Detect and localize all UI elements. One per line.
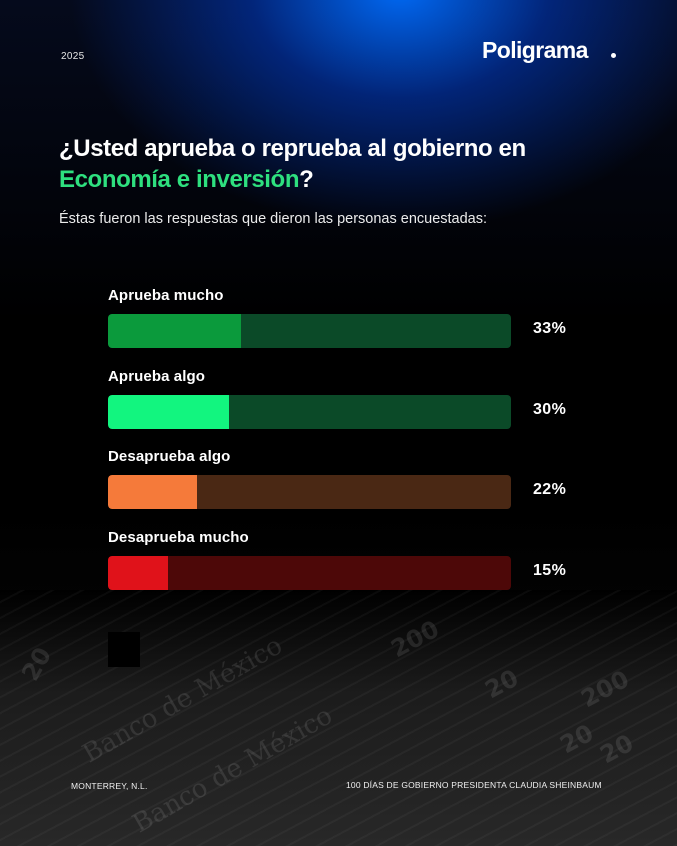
- question-text: ¿Usted aprueba o reprueba al gobierno en: [59, 135, 526, 162]
- bar-track: [108, 314, 511, 348]
- question-mark: ?: [299, 166, 314, 193]
- bar-value-label: 33%: [533, 320, 567, 337]
- decorative-square: [108, 632, 140, 667]
- brand-logo: Poligrama: [482, 37, 588, 63]
- banknote-number: 20: [16, 642, 58, 686]
- bar-fill: [108, 556, 168, 591]
- bar-fill: [108, 475, 197, 510]
- bar-label: Desaprueba algo: [108, 448, 231, 466]
- bar-track: [108, 394, 511, 429]
- banknote-number: 200: [576, 664, 634, 714]
- bar-label: Desaprueba mucho: [108, 529, 249, 547]
- bar-fill: [108, 394, 229, 429]
- subtitle: Éstas fueron las respuestas que dieron l…: [59, 211, 488, 227]
- campaign-label: 100 DÍAS DE GOBIERNO PRESIDENTA CLAUDIA …: [346, 780, 602, 790]
- bar-track: [108, 556, 511, 591]
- brand-dot: [611, 53, 616, 58]
- location-label: MONTERREY, N.L.: [71, 781, 148, 791]
- bar-label: Aprueba mucho: [108, 287, 224, 304]
- bar-fill: [108, 314, 241, 348]
- bar-label: Aprueba algo: [108, 367, 206, 385]
- banknote-number: 20: [595, 728, 639, 770]
- bar-track: [108, 475, 511, 510]
- question-highlight: Economía e inversión: [59, 166, 300, 193]
- bar-value-label: 30%: [533, 400, 567, 418]
- banknote-number: 20: [555, 718, 599, 760]
- year-label: 2025: [61, 51, 85, 62]
- question-title: ¿Usted aprueba o reprueba al gobierno en…: [59, 133, 639, 195]
- bar-value-label: 22%: [533, 481, 567, 499]
- banknote-number: 200: [386, 614, 444, 664]
- bar-value-label: 15%: [533, 562, 567, 580]
- banknote-number: 20: [480, 663, 524, 705]
- banknote-background: Banco de México Banco de México 200 200 …: [0, 590, 677, 846]
